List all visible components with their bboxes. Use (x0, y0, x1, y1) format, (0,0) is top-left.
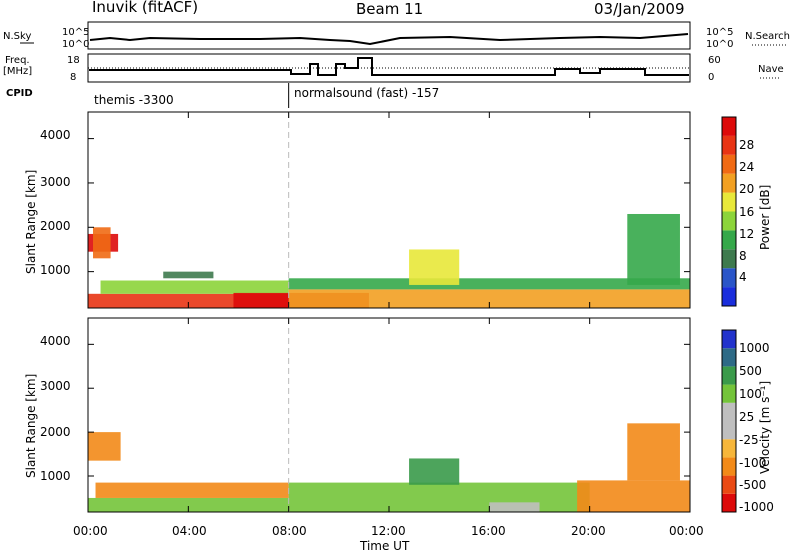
power-cb-tick-24: 24 (739, 160, 755, 174)
power-cell-9 (163, 271, 214, 279)
velocity-cb-tick-m500: -500 (739, 478, 767, 492)
xtick-3: 12:00 (371, 524, 406, 538)
nsearch-tick-top: 10^5 (706, 27, 734, 38)
nsearch-tick-bottom: 10^0 (706, 39, 734, 50)
velocity-cb-tick-m25: -25 (739, 433, 759, 447)
velocity-cell-5 (577, 480, 690, 512)
xtick-0: 00:00 (73, 524, 108, 538)
beam-title: Beam 11 (356, 0, 424, 18)
nave-tick-top: 60 (708, 55, 721, 66)
power-cell-3 (100, 280, 289, 294)
station-title: Inuvik (fitACF) (92, 0, 199, 16)
velocity-colorbar-seg-6 (722, 384, 736, 403)
power-colorbar-seg-2 (722, 249, 736, 269)
nave-label: Nave (758, 64, 784, 75)
velocity-cb-tick-1000: 1000 (739, 341, 770, 355)
freq-label: Freq. (5, 55, 30, 66)
power-colorbar-seg-9 (722, 117, 736, 136)
power-colorbar-seg-1 (722, 268, 736, 288)
power-colorbar-seg-3 (722, 230, 736, 250)
power-colorbar-seg-0 (722, 287, 736, 306)
nsearch-label: N.Search (745, 31, 791, 42)
velocity-cell-3 (288, 482, 590, 512)
power-cell-7 (409, 249, 460, 285)
power-cb-tick-4: 4 (739, 270, 747, 284)
power-ytick-1000: 1000 (40, 263, 71, 277)
velocity-cell-2 (95, 482, 289, 498)
xtick-5: 20:00 (571, 524, 606, 538)
velocity-cell-7 (489, 502, 540, 512)
velocity-colorbar-seg-0 (722, 493, 736, 512)
velocity-cell-0 (88, 432, 121, 461)
velocity-colorbar-frame (721, 329, 737, 513)
nsky-tick-bottom: 10^0 (62, 39, 90, 50)
velocity-ytick-1000: 1000 (40, 469, 71, 483)
power-ytick-3000: 3000 (40, 175, 71, 189)
power-cb-tick-12: 12 (739, 227, 755, 241)
velocity-cell-4 (409, 458, 460, 485)
freq-trace (89, 57, 689, 76)
freq-tick-bottom: 8 (70, 72, 77, 83)
velocity-cb-tick-m100: -100 (739, 456, 767, 470)
velocity-cb-tick-25: 25 (739, 410, 755, 424)
power-cell-6 (288, 278, 690, 290)
power-colorbar-frame (721, 116, 737, 307)
velocity-cell-6 (627, 423, 680, 481)
velocity-colorbar-seg-3 (722, 439, 736, 458)
velocity-colorbar-seg-8 (722, 348, 736, 367)
velocity-ytick-4000: 4000 (40, 334, 71, 348)
velocity-colorbar-seg-5 (722, 402, 736, 421)
power-colorbar-seg-8 (722, 135, 736, 155)
xlabel: Time UT (360, 539, 410, 553)
power-cb-tick-16: 16 (739, 205, 755, 219)
velocity-colorbar-seg-9 (722, 330, 736, 349)
nave-tick-bottom: 0 (708, 72, 715, 83)
power-cell-1 (93, 227, 111, 259)
velocity-colorbar-seg-2 (722, 457, 736, 476)
nsky-label: N.Sky (3, 31, 32, 42)
velocity-ytick-3000: 3000 (40, 379, 71, 393)
velocity-cell-1 (88, 497, 289, 512)
cpid-segment-2: normalsound (fast) -157 (294, 86, 440, 100)
cpid-label: CPID (6, 88, 33, 99)
velocity-cb-tick-m1000: -1000 (739, 500, 774, 514)
date-title: 03/Jan/2009 (594, 0, 685, 18)
xtick-4: 16:00 (471, 524, 506, 538)
power-cb-tick-8: 8 (739, 249, 747, 263)
nsky-tick-top: 10^5 (62, 27, 90, 38)
velocity-cb-tick-100: 100 (739, 387, 762, 401)
power-colorbar-seg-7 (722, 154, 736, 174)
power-colorbar-seg-4 (722, 211, 736, 231)
power-ytick-4000: 4000 (40, 128, 71, 142)
velocity-colorbar-seg-1 (722, 475, 736, 494)
power-cb-tick-28: 28 (739, 138, 755, 152)
xtick-2: 08:00 (272, 524, 307, 538)
velocity-colorbar-seg-4 (722, 421, 736, 440)
power-colorbar-seg-5 (722, 192, 736, 212)
nsky-trace (89, 33, 689, 46)
velocity-ytick-2000: 2000 (40, 425, 71, 439)
power-colorbar-seg-6 (722, 173, 736, 193)
freq-unit: [MHz] (3, 66, 33, 77)
velocity-cb-tick-500: 500 (739, 364, 762, 378)
xtick-6: 00:00 (669, 524, 704, 538)
power-cb-tick-20: 20 (739, 182, 755, 196)
power-cell-8 (627, 213, 680, 285)
cpid-segment-1: themis -3300 (94, 93, 174, 107)
xtick-1: 04:00 (172, 524, 207, 538)
nsky-frame (87, 21, 691, 50)
freq-tick-top: 18 (67, 55, 80, 66)
velocity-colorbar-seg-7 (722, 366, 736, 385)
power-ytick-2000: 2000 (40, 219, 71, 233)
